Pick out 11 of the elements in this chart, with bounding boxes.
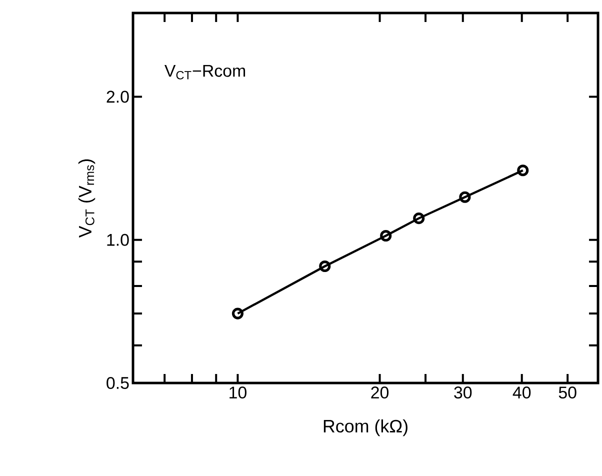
x-tick-label: 40 xyxy=(512,386,531,399)
annotation: V$_{CT}$−Rcom xyxy=(164,65,246,80)
y-tick-label: 2.0 xyxy=(106,90,129,103)
y-tick-label: 1.0 xyxy=(107,234,129,246)
y-tick-label: 0.5 xyxy=(106,377,129,390)
x-tick-label: 50 xyxy=(558,386,576,399)
y-axis-title: V$_{CT}$ (V$_{rms}$) xyxy=(78,159,96,238)
x-axis-title: Rcom (kΩ) xyxy=(324,419,408,436)
x-tick-label: 20 xyxy=(371,386,389,399)
x-tick-label: 30 xyxy=(454,386,472,399)
x-tick-label: 10 xyxy=(230,386,246,399)
